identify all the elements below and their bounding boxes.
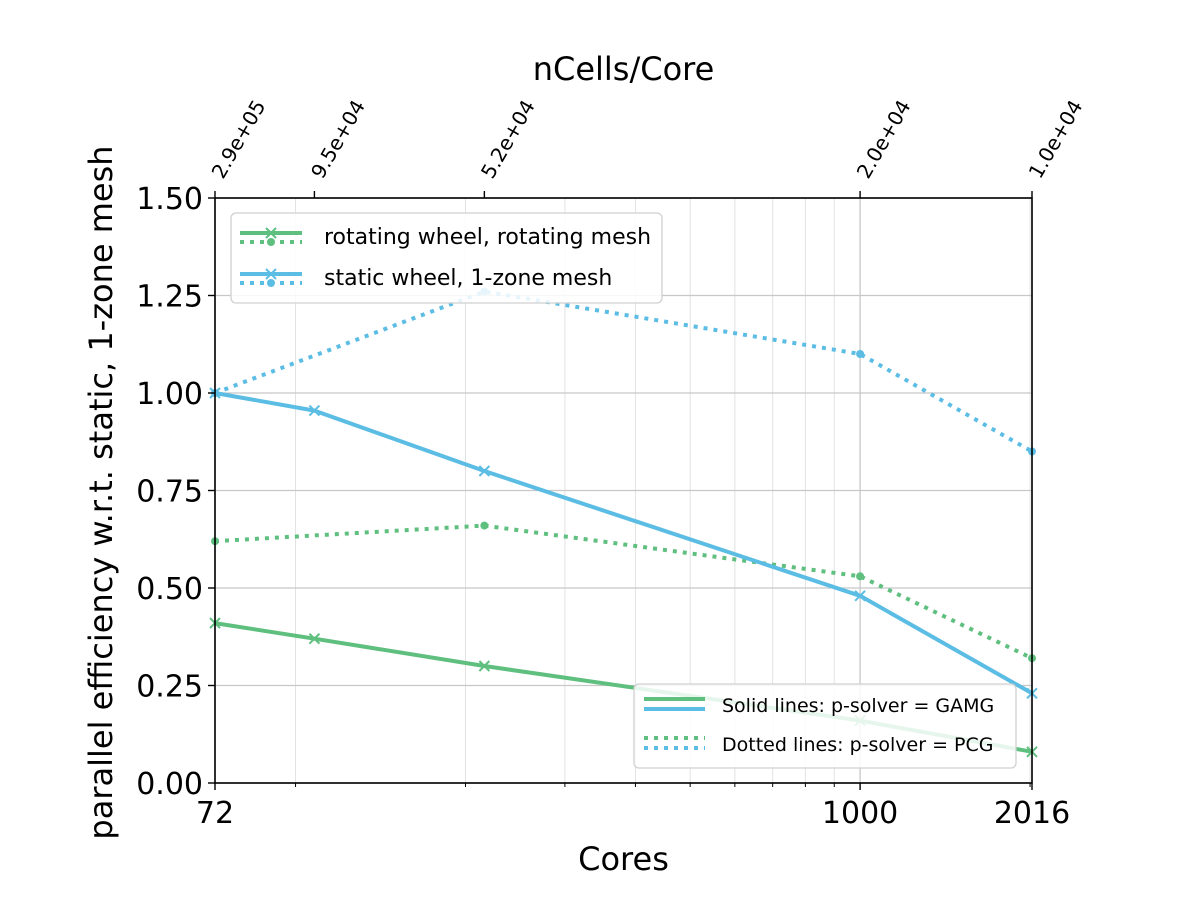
legend-label: static wheel, 1-zone mesh — [324, 266, 612, 291]
top-tick-label: 2.9e+05 — [207, 96, 271, 183]
data-point — [478, 465, 491, 477]
data-point — [308, 632, 321, 645]
series-3 — [211, 287, 1036, 456]
top-tick-label: 2.0e+04 — [852, 96, 916, 183]
x-tick-label: 72 — [196, 796, 234, 831]
y-tick-label: 1.50 — [136, 182, 203, 217]
x-tick-label: 1000 — [822, 796, 898, 831]
legend-x-marker — [265, 268, 277, 280]
solver-style-legend: Solid lines: p-solver = GAMG Dotted lines… — [633, 683, 1017, 769]
y-tick-label: 0.25 — [136, 670, 203, 705]
y-tick-label: 0.75 — [136, 475, 203, 510]
data-point — [480, 521, 489, 530]
top-tick-label: 5.2e+04 — [476, 96, 540, 183]
y-axis-title: parallel efficiency w.r.t. static, 1-zon… — [82, 145, 120, 839]
data-point — [856, 572, 865, 581]
data-point — [478, 660, 491, 672]
legend-label: rotating wheel, rotating mesh — [324, 225, 651, 250]
series-line — [214, 523, 1033, 661]
x-tick-label: 2016 — [994, 796, 1070, 831]
y-tick-label: 0.00 — [136, 767, 203, 802]
style-legend-label: Solid lines: p-solver = GAMG — [722, 695, 994, 717]
series-2 — [209, 387, 1038, 700]
legend-dot-marker — [267, 279, 275, 287]
data-point — [308, 404, 321, 417]
series-line — [214, 289, 1033, 454]
top-tick-label: 1.0e+04 — [1024, 96, 1088, 183]
series-legend: rotating wheel, rotating mesh static whee… — [230, 212, 663, 304]
series-1 — [211, 521, 1036, 663]
top-axis-title: nCells/Core — [533, 50, 715, 88]
y-tick-label: 1.25 — [136, 280, 203, 315]
style-legend-box — [633, 683, 1017, 769]
legend-box — [230, 212, 663, 304]
y-tick-label: 1.00 — [136, 377, 203, 412]
legend-x-marker — [265, 227, 277, 239]
y-tick-label: 0.50 — [136, 572, 203, 607]
x-axis-title: Cores — [578, 840, 669, 878]
legend-dot-marker — [267, 238, 275, 246]
style-legend-label: Dotted lines: p-solver = PCG — [722, 734, 993, 756]
top-tick-label: 9.5e+04 — [306, 96, 370, 183]
data-point — [854, 590, 866, 602]
data-point — [856, 350, 865, 358]
